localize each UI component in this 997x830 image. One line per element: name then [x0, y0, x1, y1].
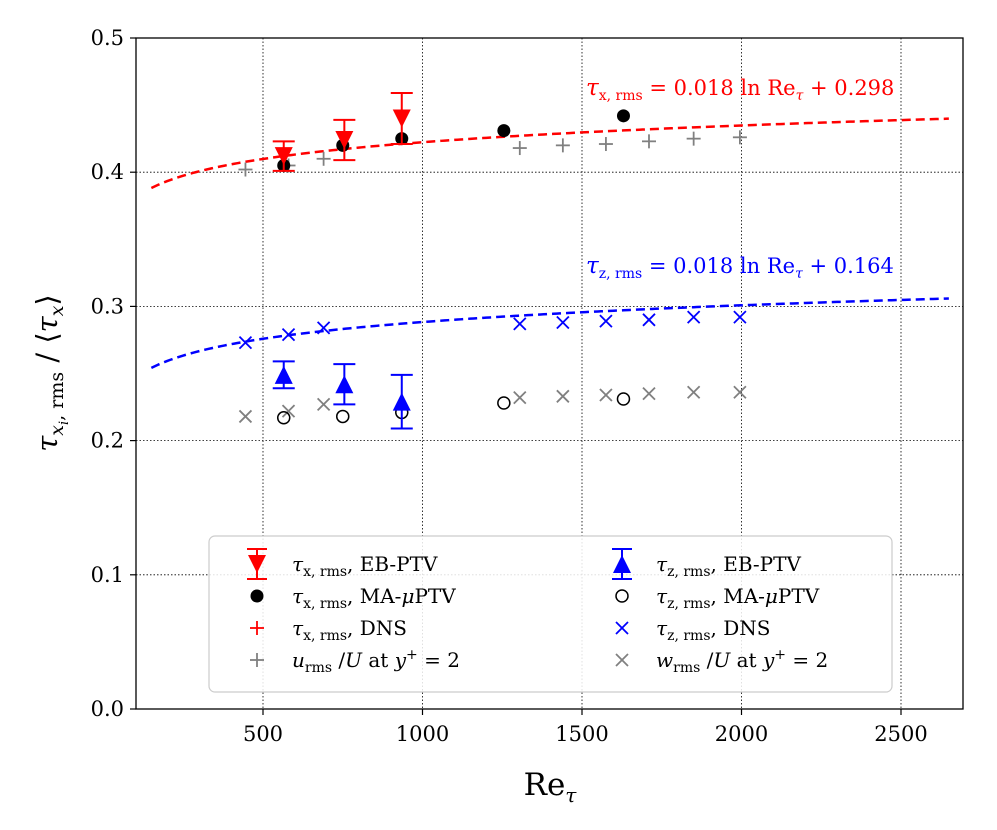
y-tick-label: 0.0: [91, 697, 124, 721]
legend-entry-tau_x_rms_EB-PTV: τx, rms, EB-PTV: [247, 548, 438, 580]
legend-marker: [250, 621, 264, 635]
legend-marker: [250, 653, 264, 667]
legend-label: τz, rms, EB-PTV: [656, 552, 801, 580]
tau_x_rms_MA-muPTV-point: [616, 109, 630, 123]
legend-marker: [615, 653, 629, 667]
x-tick-label: 500: [243, 722, 283, 746]
u_rms_over_U_y2-point: [512, 141, 527, 156]
legend-label: urms /U at y+ = 2: [292, 647, 460, 676]
y-tick-label: 0.1: [91, 563, 124, 587]
tau_z_rms_DNS-point: [556, 315, 570, 330]
tau_z_rms_MA-muPTV-point: [336, 409, 350, 424]
tau_x_rms_EB-PTV-point: [392, 109, 411, 128]
tau_x_rms_EB-PTV-point: [274, 147, 293, 166]
legend-box: [208, 535, 893, 693]
plot-frame: [135, 37, 964, 710]
x-fit-line: [150, 117, 949, 190]
y-tick-label: 0.3: [91, 294, 124, 318]
legend-entry-tau_x_rms_DNS: τx, rms, DNS: [250, 616, 407, 644]
legend-entry-tau_z_rms_DNS: τz, rms, DNS: [615, 616, 770, 644]
legend-marker: [248, 555, 266, 573]
legend-marker: [615, 621, 629, 635]
tau_z_rms_DNS-point: [733, 310, 747, 324]
z-fit-line: [150, 297, 949, 370]
w_rms_over_U_y2-point: [513, 391, 527, 405]
tau_z_rms_DNS-point: [687, 310, 701, 324]
u_rms_over_U_y2-point: [732, 130, 747, 145]
tau_z_rms_DNS-point: [642, 313, 656, 327]
tau_z_rms_DNS-point: [238, 335, 253, 350]
legend-entry-tau_z_rms_MA-muPTV: τz, rms, MA-μPTV: [615, 584, 820, 612]
w_rms_over_U_y2-point: [642, 386, 656, 401]
tau_z_rms_EB-PTV-point: [392, 392, 411, 411]
legend-label: τx, rms, DNS: [292, 616, 407, 644]
w_rms_over_U_y2-point: [556, 389, 570, 403]
tau_z_rms_DNS-point: [281, 327, 296, 342]
y-tick-label: 0.2: [91, 429, 124, 453]
u_rms_over_U_y2-point: [641, 134, 656, 149]
tau_z_rms_DNS-point: [599, 314, 613, 328]
w_rms_over_U_y2-point: [238, 409, 253, 424]
w_rms_over_U_y2-point: [316, 397, 331, 412]
w_rms_over_U_y2-point: [733, 385, 747, 399]
legend-label: wrms /U at y+ = 2: [656, 647, 828, 676]
y-axis-title: τxi, rms / ⟨τx⟩: [30, 294, 72, 452]
z-fit-equation: τz, rms = 0.018 ln Reτ + 0.164: [586, 253, 894, 282]
u_rms_over_U_y2-point: [238, 162, 253, 177]
legend-marker: [613, 555, 631, 573]
x-tick-label: 2000: [715, 722, 768, 746]
tau_z_rms_MA-muPTV-point: [616, 392, 631, 406]
x-tick-label: 1500: [555, 722, 608, 746]
legend-entry-tau_z_rms_EB-PTV: τz, rms, EB-PTV: [612, 548, 801, 580]
w_rms_over_U_y2-point: [687, 385, 701, 399]
legend-marker: [615, 589, 629, 603]
w_rms_over_U_y2-point: [599, 388, 613, 402]
tau_z_rms_EB-PTV-point: [335, 375, 354, 394]
tau_x_rms_MA-muPTV-point: [497, 124, 511, 138]
x-fit-equation: τx, rms = 0.018 ln Reτ + 0.298: [586, 75, 894, 104]
x-axis-title: Reτ: [524, 767, 578, 807]
tau_z_rms_DNS-point: [513, 317, 527, 331]
x-tick-label: 2500: [874, 722, 927, 746]
tau_x_rms_EB-PTV-point: [335, 130, 354, 149]
x-tick-label: 1000: [396, 722, 449, 746]
legend-label: τz, rms, MA-μPTV: [656, 584, 820, 612]
u_rms_over_U_y2-point: [686, 131, 701, 146]
legend-label: τz, rms, DNS: [656, 616, 770, 644]
u_rms_over_U_y2-point: [598, 137, 613, 152]
legend-entry-w_rms_over_U_y2: wrms /U at y+ = 2: [615, 647, 828, 676]
u_rms_over_U_y2-point: [555, 138, 570, 153]
legend-entry-u_rms_over_U_y2: urms /U at y+ = 2: [250, 647, 460, 676]
tau_z_rms_EB-PTV-point: [274, 365, 293, 384]
tau_z_rms_MA-muPTV-point: [497, 396, 511, 410]
legend-entry-tau_x_rms_MA-muPTV: τx, rms, MA-μPTV: [250, 584, 456, 612]
w_rms_over_U_y2-point: [281, 404, 296, 418]
legend-marker: [250, 589, 264, 603]
u_rms_over_U_y2-point: [316, 151, 331, 166]
legend-label: τx, rms, EB-PTV: [292, 552, 438, 580]
y-tick-label: 0.4: [91, 160, 124, 184]
y-tick-label: 0.5: [91, 26, 124, 50]
tau_z_rms_DNS-point: [316, 321, 331, 335]
tau_z_rms_MA-muPTV-point: [276, 411, 291, 425]
legend-label: τx, rms, MA-μPTV: [292, 584, 456, 612]
